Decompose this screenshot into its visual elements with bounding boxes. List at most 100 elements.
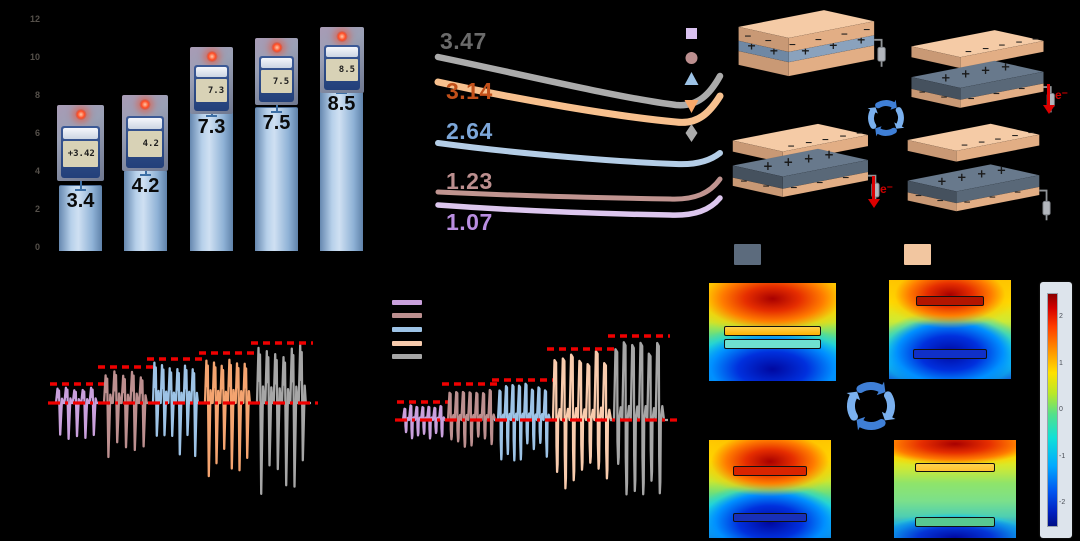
svg-text:+: + (783, 155, 793, 169)
svg-text:+: + (961, 67, 971, 81)
y-axis-tick: 0 (34, 242, 40, 252)
svg-text:−: − (839, 131, 847, 142)
meter-reading: 7.5 (260, 70, 293, 94)
svg-text:−: − (965, 48, 973, 58)
svg-text:−: − (967, 95, 975, 105)
svg-text:−: − (764, 36, 772, 47)
meter-reading: 4.2 (128, 131, 162, 158)
waveform-group (608, 334, 670, 496)
meter-reading: +3.42 (63, 141, 98, 168)
svg-text:−: − (1027, 129, 1035, 139)
legend-swatch-gray-layer (734, 244, 761, 265)
svg-text:+: + (981, 63, 991, 77)
svg-text:+: + (941, 71, 951, 85)
svg-text:−: − (856, 128, 864, 139)
series-value-label: 3.47 (440, 28, 487, 54)
waveform-group (199, 351, 257, 478)
svg-text:+: + (824, 148, 834, 162)
waveform-plot (395, 334, 677, 496)
panel-e-waveform-chart (385, 285, 695, 535)
plate-stack-contact: + + + + +− − − −− − (738, 9, 886, 77)
bar: 7.3 (190, 111, 233, 251)
y-axis-tick: 6 (34, 128, 40, 138)
bar-value-label: 3.4 (66, 190, 95, 212)
svg-text:−: − (740, 176, 748, 187)
colorbar-tick: 2 (1059, 313, 1063, 320)
meter-reading: 7.3 (195, 79, 228, 103)
waveform-group (147, 357, 205, 458)
meter-device: 4.2 (126, 115, 164, 168)
cycle-arrows (867, 99, 905, 137)
svg-text:−: − (915, 192, 923, 202)
waveform-group (98, 365, 154, 459)
waveform-group (547, 347, 617, 490)
colorbar-tick: 0 (1059, 406, 1063, 413)
meter-device: 7.3 (193, 65, 230, 112)
waveform-plot (48, 341, 318, 495)
svg-text:+: + (747, 40, 756, 53)
svg-text:+: + (856, 34, 865, 47)
svg-text:−: − (821, 134, 829, 145)
red-indicator-light (336, 31, 348, 42)
line-series (435, 195, 723, 218)
cycle-arrows (846, 381, 896, 431)
electron-label: e⁻ (1055, 88, 1069, 102)
svg-text:−: − (936, 197, 944, 207)
colorbar-tick: 1 (1059, 360, 1063, 367)
plate-stack-separated: − − − − −+ + + +− − − − − (907, 123, 1051, 221)
meter-photo: +3.42 (57, 105, 104, 181)
meter-device: 8.5 (323, 44, 361, 91)
svg-text:−: − (787, 141, 795, 152)
svg-text:−: − (762, 181, 770, 192)
svg-text:−: − (1018, 85, 1026, 95)
svg-text:+: + (997, 163, 1007, 177)
colorbar: 2 1 0 -1 -2 (1040, 282, 1072, 538)
legend-swatch-peach-layer (904, 244, 931, 265)
panel-a-bar-chart: 12 10 8 6 4 2 0 3.4 4.2 7.3 7.5 8.5 +3.4… (0, 0, 395, 270)
colorbar-tick: -1 (1059, 453, 1066, 460)
svg-text:−: − (1011, 132, 1019, 142)
bottom-plate (733, 512, 807, 523)
waveform-group (50, 382, 104, 440)
top-plate (915, 295, 985, 306)
potential-map-separating (889, 280, 1011, 379)
svg-text:+: + (977, 166, 987, 180)
svg-text:−: − (744, 31, 752, 42)
legend-line (392, 300, 422, 305)
top-plate (914, 462, 996, 473)
electron-flow-arrow (1042, 84, 1055, 114)
meter-photo: 4.2 (122, 95, 168, 171)
waveform-group (442, 382, 501, 448)
line-series (434, 53, 724, 109)
svg-text:−: − (961, 141, 969, 151)
red-indicator-light (75, 109, 86, 120)
svg-text:−: − (1015, 38, 1023, 48)
potential-map-contact (709, 283, 836, 381)
bottom-plate (913, 349, 987, 360)
svg-text:−: − (863, 24, 871, 35)
svg-text:+: + (804, 151, 814, 165)
svg-text:+: + (763, 159, 773, 173)
svg-text:+: + (829, 39, 838, 52)
svg-text:−: − (963, 198, 971, 208)
svg-text:+: + (937, 174, 947, 188)
svg-text:−: − (841, 29, 849, 40)
panel-d-waveform-chart (40, 285, 340, 535)
svg-text:−: − (978, 138, 986, 148)
bar: 8.5 (320, 88, 363, 251)
svg-text:−: − (994, 135, 1002, 145)
chart-legend (684, 28, 699, 142)
potential-map-separated (894, 440, 1016, 538)
series-value-label: 1.07 (446, 209, 493, 235)
top-plate (724, 326, 821, 336)
line-series (434, 78, 724, 126)
panel-b-line-chart: 3.47 3.14 2.64 1.23 1.07 (430, 12, 730, 247)
bar: 7.5 (255, 107, 298, 251)
line-chart-plot (434, 28, 724, 218)
meter-photo: 8.5 (320, 27, 364, 93)
svg-text:−: − (790, 183, 798, 194)
y-axis-tick: 12 (29, 14, 40, 24)
potential-map-pressing (709, 440, 831, 538)
panel-c-mechanism-diagram: + + + + + − − − − − − − − − − − + + + + − − − − − − − − − − + + + + − − − −… (700, 0, 1080, 270)
legend-line (392, 327, 422, 332)
